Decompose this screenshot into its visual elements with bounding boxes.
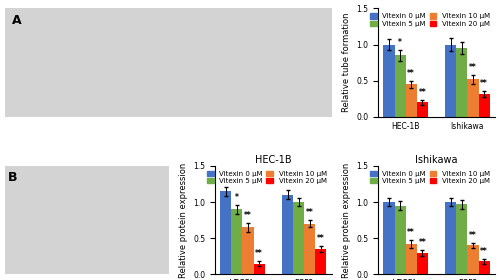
- Text: **: **: [480, 79, 488, 88]
- Bar: [468, 79, 478, 117]
- Y-axis label: Relative tube formation: Relative tube formation: [342, 13, 350, 113]
- Y-axis label: Relative protein expression: Relative protein expression: [342, 162, 350, 278]
- Text: **: **: [256, 249, 263, 258]
- Bar: [417, 102, 428, 117]
- Text: **: **: [418, 238, 426, 247]
- Bar: [232, 209, 242, 274]
- Bar: [384, 45, 394, 117]
- Bar: [242, 227, 254, 274]
- Bar: [417, 253, 428, 274]
- Text: **: **: [317, 234, 325, 243]
- Legend: Vitexin 0 μM, Vitexin 5 μM, Vitexin 10 μM, Vitexin 20 μM: Vitexin 0 μM, Vitexin 5 μM, Vitexin 10 μ…: [368, 169, 492, 186]
- Title: HEC-1B: HEC-1B: [255, 155, 292, 165]
- Bar: [445, 202, 456, 274]
- Text: **: **: [469, 231, 477, 240]
- Bar: [316, 249, 326, 274]
- Text: **: **: [408, 69, 415, 78]
- Bar: [406, 244, 417, 274]
- Text: B: B: [8, 171, 18, 184]
- Text: *: *: [235, 193, 239, 202]
- Bar: [478, 94, 490, 117]
- Bar: [394, 206, 406, 274]
- Text: **: **: [244, 211, 252, 220]
- Title: Ishikawa: Ishikawa: [416, 155, 458, 165]
- Bar: [293, 202, 304, 274]
- Legend: Vitexin 0 μM, Vitexin 5 μM, Vitexin 10 μM, Vitexin 20 μM: Vitexin 0 μM, Vitexin 5 μM, Vitexin 10 μ…: [368, 12, 492, 28]
- Text: **: **: [408, 228, 415, 237]
- Text: **: **: [306, 208, 314, 217]
- Bar: [456, 204, 468, 274]
- Bar: [384, 202, 394, 274]
- Text: **: **: [469, 63, 477, 72]
- Text: **: **: [418, 88, 426, 97]
- Text: *: *: [398, 38, 402, 48]
- Bar: [478, 261, 490, 274]
- Y-axis label: Relative protein expression: Relative protein expression: [178, 162, 188, 278]
- Text: **: **: [480, 247, 488, 256]
- Bar: [220, 191, 232, 274]
- Bar: [445, 45, 456, 117]
- Bar: [282, 195, 293, 274]
- Bar: [406, 84, 417, 117]
- Bar: [304, 224, 316, 274]
- Text: A: A: [12, 14, 21, 27]
- Bar: [456, 48, 468, 117]
- Bar: [254, 263, 264, 274]
- Bar: [394, 55, 406, 117]
- Legend: Vitexin 0 μM, Vitexin 5 μM, Vitexin 10 μM, Vitexin 20 μM: Vitexin 0 μM, Vitexin 5 μM, Vitexin 10 μ…: [206, 169, 328, 186]
- Bar: [468, 246, 478, 274]
